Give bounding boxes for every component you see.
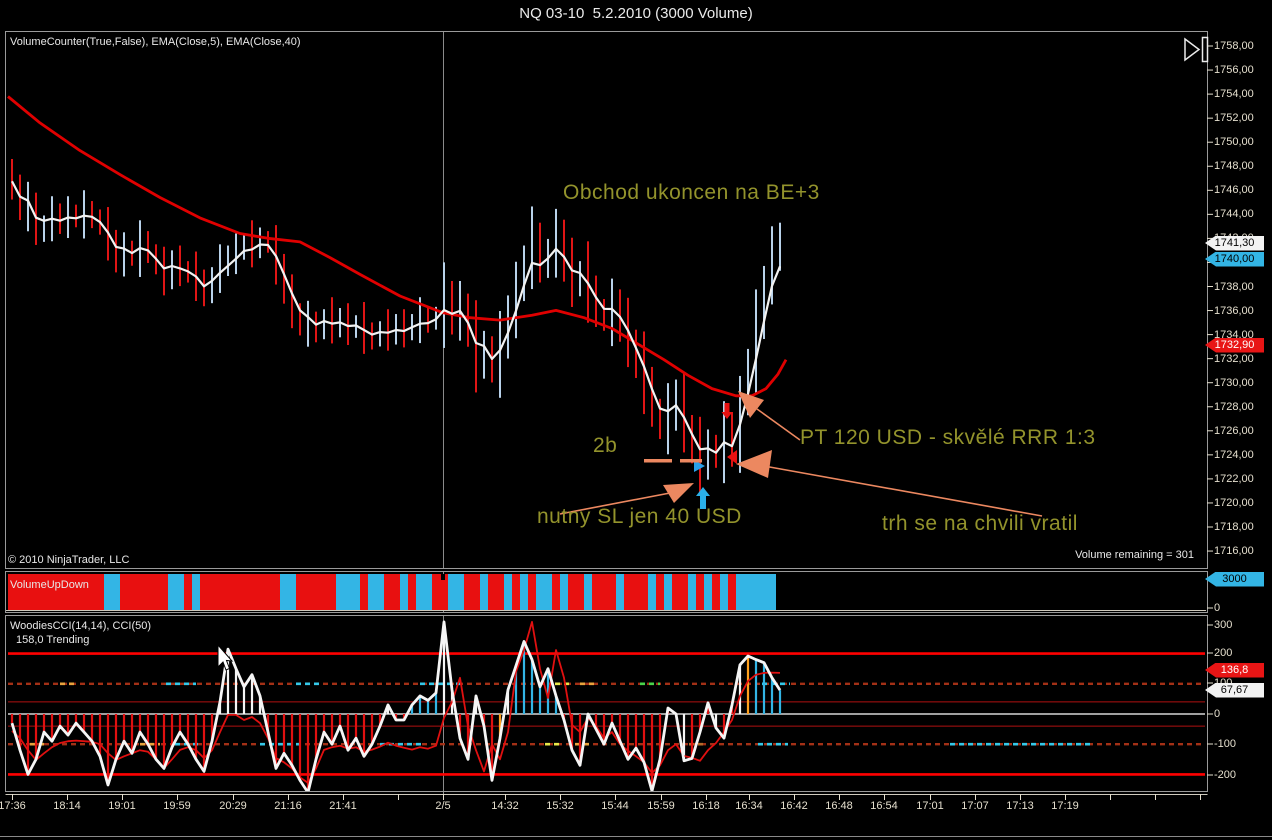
cci-axis-label: -100	[1214, 738, 1237, 750]
time-axis-label: 2/5	[435, 800, 451, 812]
trade-markers[interactable]	[694, 403, 737, 509]
time-axis-label: 17:01	[916, 800, 944, 812]
price-axis-label: 1720,00	[1214, 496, 1254, 509]
price-axis-label: 1732,00	[1214, 352, 1254, 365]
panel-borders	[0, 31, 1272, 837]
annotation-stoploss[interactable]: nutny SL jen 40 USD	[537, 505, 742, 528]
time-axis-label: 21:16	[274, 800, 302, 812]
price-axis-label: 1726,00	[1214, 424, 1254, 437]
volume-bars	[6, 574, 1206, 611]
window-title: NQ 03-10 5.2.2010 (3000 Volume)	[519, 5, 753, 22]
price-axis-label: 1750,00	[1214, 136, 1254, 149]
price-axis-label: 1718,00	[1214, 521, 1254, 533]
annotation-2b[interactable]: 2b	[593, 434, 618, 457]
time-axis-label: 20:29	[219, 800, 247, 812]
price-axis-label: 1738,00	[1214, 280, 1254, 293]
copyright-label: © 2010 NinjaTrader, LLC	[8, 554, 130, 566]
cci-axis-label: 300	[1214, 619, 1233, 631]
ema5-line	[11, 180, 782, 454]
time-axis-label: 17:07	[961, 800, 989, 812]
cci50-line	[11, 621, 781, 784]
price-axis-label: 1756,00	[1214, 64, 1254, 77]
mouse-cursor	[217, 643, 234, 671]
time-axis-label: 16:42	[780, 800, 808, 812]
2b-level-dash[interactable]	[680, 459, 702, 463]
annotation-arrows[interactable]	[559, 391, 1043, 517]
price-axis-label: 1716,00	[1214, 545, 1254, 558]
cci50-value-tag: 136,8	[1205, 662, 1264, 678]
time-axis-label: 17:19	[1051, 800, 1079, 812]
time-axis-label: 19:59	[163, 800, 191, 812]
price-axis-label: 1758,00	[1214, 40, 1254, 52]
time-axis-label: 21:41	[329, 800, 357, 812]
price-axis-label: 1730,00	[1214, 376, 1254, 389]
price-axis-label: 1722,00	[1214, 472, 1254, 485]
price-axis-label: 1736,00	[1214, 304, 1254, 317]
time-axis-label: 18:14	[53, 800, 81, 812]
time-axis-label: 17:13	[1006, 800, 1034, 812]
cci-line	[10, 620, 782, 791]
cci-status-label: 158,0 Trending	[16, 634, 90, 646]
price-axis-label: 1724,00	[1214, 448, 1254, 461]
time-axis-label: 16:54	[870, 800, 898, 812]
time-axis-label: 19:01	[108, 800, 136, 812]
price-axis-label: 1728,00	[1214, 400, 1254, 413]
volume-remaining-label: Volume remaining = 301	[1075, 549, 1194, 561]
ema5-price-tag: 1740,00	[1205, 251, 1264, 267]
time-axis-label: 16:34	[735, 800, 763, 812]
annotation-market-return[interactable]: trh se na chvili vratil	[882, 512, 1078, 535]
cci-panel-plot	[8, 620, 1205, 791]
volume-indicator-label: VolumeUpDown	[10, 579, 89, 591]
time-axis-label: 15:59	[647, 800, 675, 812]
last-price-tag: 1741,30	[1205, 235, 1264, 251]
replay-step-icon[interactable]	[1184, 36, 1209, 63]
main-indicator-label: VolumeCounter(True,False), EMA(Close,5),…	[10, 36, 301, 48]
time-axis-label: 15:44	[601, 800, 629, 812]
ema40-price-tag: 1732,90	[1205, 337, 1264, 353]
annotation-profit-target[interactable]: PT 120 USD - skvělé RRR 1:3	[800, 426, 1096, 449]
cci-axis-label: 200	[1214, 647, 1233, 659]
cci-axis-label: 0	[1214, 708, 1221, 720]
price-bars	[11, 158, 781, 494]
cci-value-tag: 67,67	[1205, 682, 1264, 698]
volume-value-tag: 3000	[1205, 571, 1264, 587]
price-axis-label: 1744,00	[1214, 208, 1254, 221]
price-axis-label: 1748,00	[1214, 160, 1254, 173]
time-axis-label: 16:18	[692, 800, 720, 812]
price-axis-label: 1754,00	[1214, 88, 1254, 101]
time-axis-label: 16:48	[825, 800, 853, 812]
time-axis-label: 15:32	[546, 800, 574, 812]
price-axis-label: 1746,00	[1214, 184, 1254, 197]
time-axis-label: 17:36	[0, 800, 26, 812]
cci-indicator-label: WoodiesCCI(14,14), CCI(50)	[10, 620, 152, 632]
2b-level-dash[interactable]	[644, 459, 672, 463]
annotation-trade-exit[interactable]: Obchod ukoncen na BE+3	[563, 181, 820, 204]
volume-axis-label: 0	[1214, 602, 1221, 614]
cci-axis-label: -200	[1214, 769, 1237, 781]
time-axis-label: 14:32	[491, 800, 519, 812]
price-axis-label: 1752,00	[1214, 112, 1254, 125]
ema40-line	[7, 95, 788, 398]
